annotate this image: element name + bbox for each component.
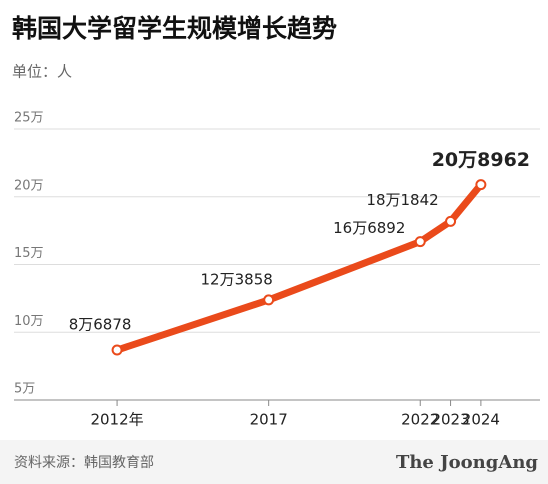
footer-band <box>0 440 548 484</box>
y-tick-label: 5万 <box>14 382 35 397</box>
chart-title: 韩国大学留学生规模增长趋势 <box>12 14 337 43</box>
x-tick-label: 2023 <box>431 411 469 429</box>
y-tick-label: 15万 <box>14 246 44 261</box>
point <box>414 236 426 248</box>
point <box>445 215 457 227</box>
value-label: 8万6878 <box>69 316 132 334</box>
value-label: 12万3858 <box>201 270 273 288</box>
x-tick-label: 2022 <box>401 411 439 429</box>
y-tick-label: 20万 <box>14 178 44 193</box>
y-tick-label: 10万 <box>14 314 44 329</box>
y-tick-label: 25万 <box>14 111 44 126</box>
value-label: 16万6892 <box>333 219 405 237</box>
point <box>263 294 275 306</box>
line <box>113 181 485 354</box>
x-tick-label: 2017 <box>250 411 288 429</box>
value-label: 18万1842 <box>366 191 438 209</box>
point <box>111 344 123 356</box>
x-tick-label: 2012年 <box>90 411 143 429</box>
source: 资料来源：韩国教育部 <box>14 455 154 471</box>
value-label: 20万8962 <box>432 149 530 171</box>
x-tick-label: 2024 <box>462 411 500 429</box>
brand: The JoongAng <box>396 452 538 473</box>
unit-label: 单位：人 <box>12 63 72 81</box>
point <box>475 179 487 191</box>
